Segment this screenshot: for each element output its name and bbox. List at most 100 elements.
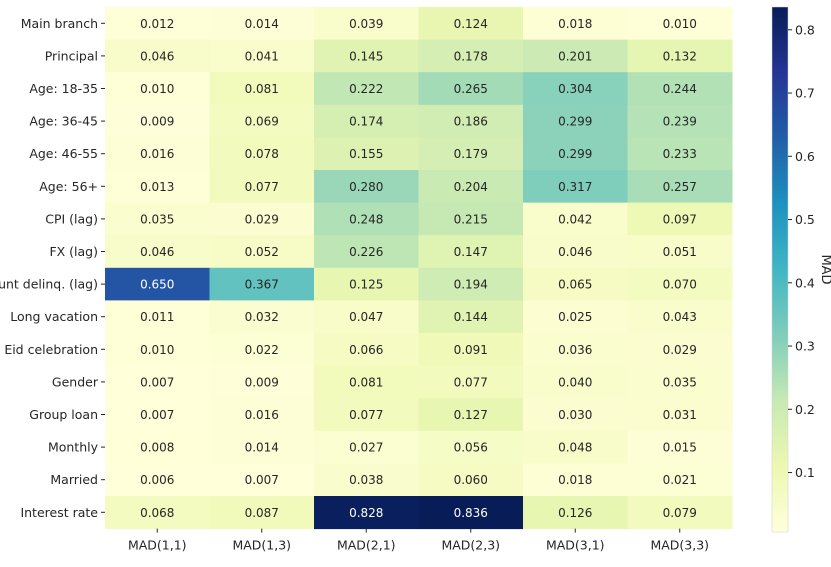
row-label-main-branch: Main branch — [21, 16, 98, 31]
row-axis: Main branch Principal Age: 18-35 Age: 36-45… — [0, 16, 105, 520]
cell-value-label: 0.016 — [245, 408, 279, 422]
cell-value-label: 0.079 — [663, 506, 697, 520]
heatmap-cell — [314, 170, 419, 204]
heatmap-cell — [105, 170, 210, 204]
cell-value-label: 0.065 — [558, 278, 592, 292]
cell-value-label: 0.056 — [454, 441, 488, 455]
cell-value-label: 0.147 — [454, 245, 488, 259]
cell-value-label: 0.007 — [245, 473, 279, 487]
cell-value-label: 0.051 — [663, 245, 697, 259]
cell-value-label: 0.204 — [454, 180, 488, 194]
heatmap-cell — [627, 170, 733, 204]
cell-value-label: 0.077 — [245, 180, 279, 194]
cell-value-label: 0.222 — [349, 82, 383, 96]
cell-value-label: 0.299 — [558, 115, 592, 129]
cell-value-label: 0.014 — [245, 441, 279, 455]
column-label-mad-2-3: MAD(2,3) — [441, 538, 500, 553]
cell-value-label: 0.007 — [140, 408, 174, 422]
heatmap-cell — [418, 398, 524, 432]
cell-value-label: 0.077 — [349, 408, 383, 422]
column-label-mad-1-1: MAD(1,1) — [128, 538, 187, 553]
cell-value-label: 0.299 — [558, 147, 592, 161]
cell-value-label: 0.186 — [454, 115, 488, 129]
cell-value-label: 0.280 — [349, 180, 383, 194]
cell-value-label: 0.048 — [558, 441, 592, 455]
heatmap-cell — [105, 7, 210, 41]
cell-value-label: 0.038 — [349, 473, 383, 487]
cell-value-label: 0.265 — [454, 82, 488, 96]
cell-value-label: 0.257 — [663, 180, 697, 194]
cell-value-label: 0.126 — [558, 506, 592, 520]
cell-value-label: 0.081 — [245, 82, 279, 96]
heatmap-cell — [105, 463, 210, 497]
cell-value-label: 0.650 — [140, 278, 174, 292]
heatmap-cell — [314, 104, 419, 138]
row-label-age-56: Age: 56+ — [39, 179, 98, 194]
heatmap-cell — [314, 7, 419, 41]
row-label-monthly: Monthly — [48, 440, 99, 455]
colorbar-label: MAD — [818, 254, 831, 284]
colorbar-tick-label: 0.6 — [795, 149, 815, 164]
cell-value-label: 0.035 — [140, 212, 174, 226]
column-label-mad-2-1: MAD(2,1) — [337, 538, 396, 553]
heatmap-cell — [105, 104, 210, 138]
cell-value-label: 0.032 — [245, 310, 279, 324]
heatmap-cell — [523, 170, 628, 204]
heatmap-cell — [523, 398, 628, 432]
cell-value-label: 0.179 — [454, 147, 488, 161]
row-label-interest-rate: Interest rate — [20, 505, 98, 520]
cell-value-label: 0.047 — [349, 310, 383, 324]
row-label-age-46-55: Age: 46-55 — [29, 146, 98, 161]
cell-value-label: 0.066 — [349, 343, 383, 357]
heatmap-cell — [105, 72, 210, 106]
cell-value-label: 0.016 — [140, 147, 174, 161]
heatmap-cell — [105, 333, 210, 367]
heatmap-cell — [209, 398, 315, 432]
heatmap-cell — [209, 496, 315, 530]
heatmap-cell — [523, 333, 628, 367]
cell-value-label: 0.070 — [663, 278, 697, 292]
heatmap-cell — [314, 333, 419, 367]
heatmap-cell — [105, 235, 210, 269]
cell-value-label: 0.039 — [349, 17, 383, 31]
colorbar-tick-label: 0.2 — [795, 402, 815, 417]
heatmap-cell — [523, 267, 628, 301]
heatmap-cell — [209, 137, 315, 171]
cell-value-label: 0.006 — [140, 473, 174, 487]
row-label-count-delinq-lag: Count delinq. (lag) — [0, 277, 98, 292]
cell-value-label: 0.009 — [140, 115, 174, 129]
cell-value-label: 0.046 — [558, 245, 592, 259]
cell-value-label: 0.060 — [454, 473, 488, 487]
heatmap-cell — [209, 267, 315, 301]
row-label-age-36-45: Age: 36-45 — [29, 114, 98, 129]
colorbar-tick-label: 0.5 — [795, 212, 815, 227]
heatmap-cell — [523, 365, 628, 399]
cell-value-label: 0.239 — [663, 115, 697, 129]
heatmap-cell — [418, 170, 524, 204]
cell-value-label: 0.036 — [558, 343, 592, 357]
heatmap-cell — [105, 267, 210, 301]
row-label-age-18-35: Age: 18-35 — [29, 81, 98, 96]
cell-value-label: 0.018 — [558, 17, 592, 31]
cell-value-label: 0.304 — [558, 82, 592, 96]
cell-value-label: 0.132 — [663, 49, 697, 63]
heatmap-cell — [627, 72, 733, 106]
row-label-eid-celebration: Eid celebration — [4, 342, 98, 357]
heatmap-cell — [523, 235, 628, 269]
row-label-principal: Principal — [45, 48, 98, 63]
heatmap-cell — [418, 7, 524, 41]
heatmap-cell — [418, 72, 524, 106]
heatmap-cell — [627, 267, 733, 301]
cell-value-label: 0.836 — [454, 506, 488, 520]
heatmap-cell — [418, 333, 524, 367]
cell-value-label: 0.013 — [140, 180, 174, 194]
cell-value-label: 0.015 — [663, 441, 697, 455]
cell-value-label: 0.367 — [245, 278, 279, 292]
cell-value-label: 0.029 — [663, 343, 697, 357]
cell-value-label: 0.068 — [140, 506, 174, 520]
cell-value-label: 0.828 — [349, 506, 383, 520]
cell-value-label: 0.244 — [663, 82, 697, 96]
heatmap-cell — [105, 202, 210, 236]
cell-value-label: 0.029 — [245, 212, 279, 226]
cell-value-label: 0.041 — [245, 49, 279, 63]
